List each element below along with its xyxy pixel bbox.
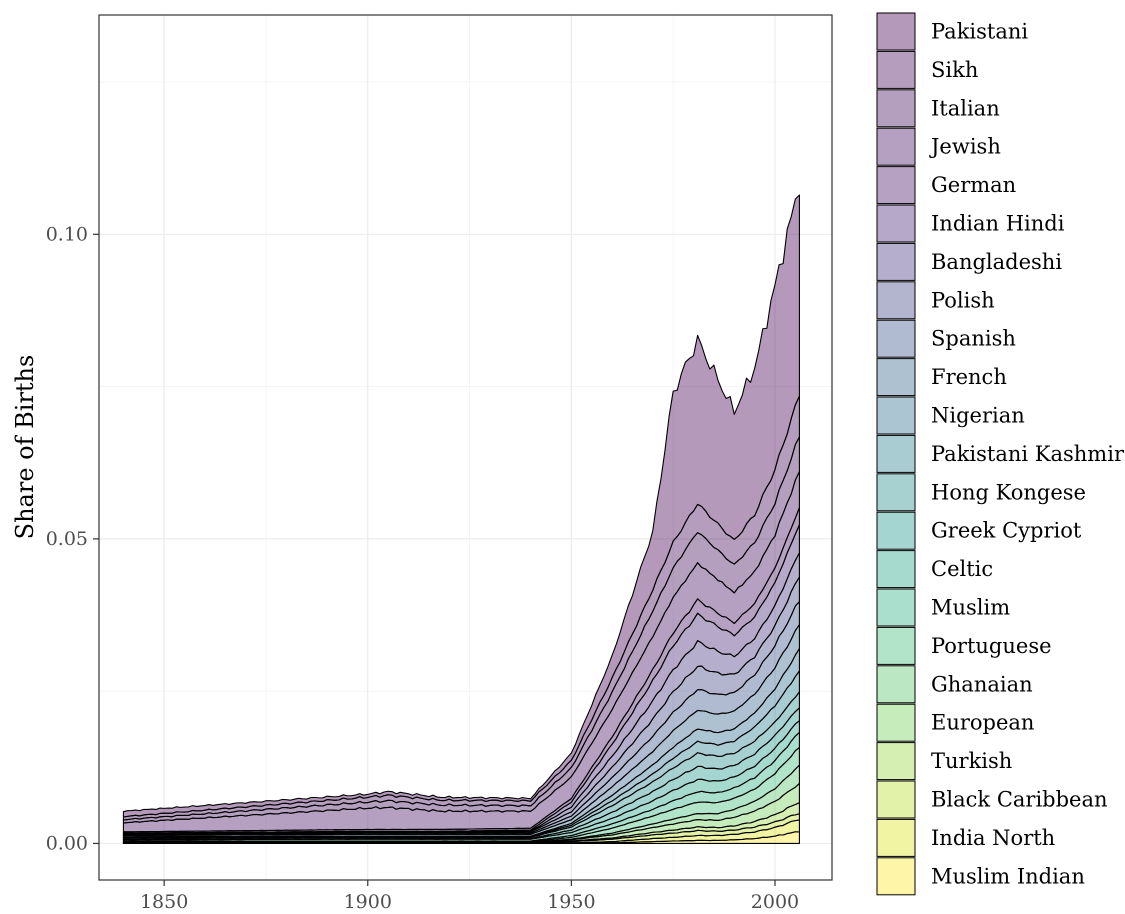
legend-key bbox=[877, 627, 915, 665]
legend-label: Italian bbox=[931, 96, 1000, 120]
legend-label: Hong Kongese bbox=[931, 480, 1086, 504]
legend-key bbox=[877, 435, 915, 473]
legend-label: Greek Cypriot bbox=[931, 519, 1082, 543]
legend-key bbox=[876, 204, 916, 243]
legend-key bbox=[876, 319, 916, 358]
legend-label: Ghanaian bbox=[931, 672, 1033, 696]
y-tick-label: 0.10 bbox=[46, 223, 88, 245]
y-tick-label: 0.05 bbox=[46, 528, 88, 550]
legend-key bbox=[877, 781, 915, 818]
x-tick-label: 1850 bbox=[140, 891, 188, 913]
y-tick-label: 0.00 bbox=[46, 832, 88, 854]
legend-label: Muslim Indian bbox=[931, 864, 1085, 888]
legend-key bbox=[876, 473, 916, 512]
legend-key bbox=[876, 818, 916, 857]
x-tick-label: 2000 bbox=[751, 891, 799, 913]
legend-key bbox=[877, 857, 915, 895]
legend-key bbox=[876, 89, 916, 128]
legend-label: Celtic bbox=[931, 557, 993, 581]
legend-label: Black Caribbean bbox=[931, 788, 1108, 812]
legend-key bbox=[876, 588, 916, 627]
legend-key bbox=[877, 358, 915, 396]
legend-key bbox=[876, 166, 916, 205]
legend-key bbox=[876, 703, 916, 742]
legend-label: Portuguese bbox=[931, 634, 1052, 658]
legend-key bbox=[877, 550, 915, 588]
legend-label: Nigerian bbox=[931, 404, 1025, 428]
legend-key bbox=[876, 396, 916, 435]
legend-key bbox=[876, 857, 916, 896]
legend-key bbox=[877, 665, 915, 703]
legend-label: Bangladeshi bbox=[931, 250, 1062, 274]
x-tick-label: 1900 bbox=[344, 891, 392, 913]
legend-key bbox=[877, 51, 915, 89]
legend-key bbox=[876, 434, 916, 473]
legend-label: Muslim bbox=[931, 596, 1010, 620]
legend-label: Indian Hindi bbox=[931, 212, 1065, 236]
legend-key bbox=[876, 127, 916, 166]
legend-key bbox=[877, 704, 915, 742]
legend-key bbox=[877, 742, 915, 780]
y-axis-title: Share of Births bbox=[11, 355, 39, 540]
legend-key bbox=[877, 205, 915, 242]
legend-key bbox=[876, 50, 916, 89]
legend-label: European bbox=[931, 711, 1034, 735]
legend-key bbox=[876, 281, 916, 320]
legend-label: Spanish bbox=[931, 327, 1016, 351]
legend-key bbox=[877, 819, 915, 857]
axes: 1850 1900 1950 2000 0.00 0.05 0.10 bbox=[46, 223, 799, 913]
legend-label: Pakistani bbox=[931, 20, 1028, 44]
legend-key bbox=[877, 320, 915, 358]
legend-key bbox=[876, 665, 916, 704]
legend-key bbox=[877, 281, 915, 319]
legend-label: Polish bbox=[931, 288, 995, 312]
legend-label: Jewish bbox=[929, 135, 1001, 159]
legend-key bbox=[877, 13, 915, 50]
legend-key bbox=[876, 780, 916, 819]
legend-label: Turkish bbox=[931, 749, 1012, 773]
legend-key bbox=[877, 89, 915, 127]
legend-key bbox=[877, 166, 915, 204]
legend-key bbox=[876, 358, 916, 397]
legend-key bbox=[876, 12, 916, 51]
x-tick-label: 1950 bbox=[547, 891, 595, 913]
legend-key bbox=[876, 242, 916, 281]
legend-key bbox=[877, 397, 915, 434]
area-pakistani bbox=[122, 194, 800, 818]
area-series bbox=[122, 194, 800, 844]
legend-label: Sikh bbox=[931, 58, 978, 82]
legend: Pakistani Sikh Italian Jewish German Indian H… bbox=[876, 12, 1125, 896]
legend-key bbox=[876, 742, 916, 781]
legend-key bbox=[876, 550, 916, 589]
legend-label: Pakistani Kashmir bbox=[931, 442, 1125, 466]
legend-key bbox=[877, 589, 915, 626]
legend-key bbox=[877, 512, 915, 550]
legend-key bbox=[877, 473, 915, 511]
legend-label: German bbox=[931, 173, 1016, 197]
legend-label: French bbox=[931, 365, 1007, 389]
legend-key bbox=[877, 243, 915, 281]
legend-key bbox=[877, 128, 915, 166]
plot-panel-border bbox=[98, 14, 833, 881]
legend-key bbox=[876, 626, 916, 665]
legend-key bbox=[876, 511, 916, 550]
legend-label: India North bbox=[931, 826, 1055, 850]
